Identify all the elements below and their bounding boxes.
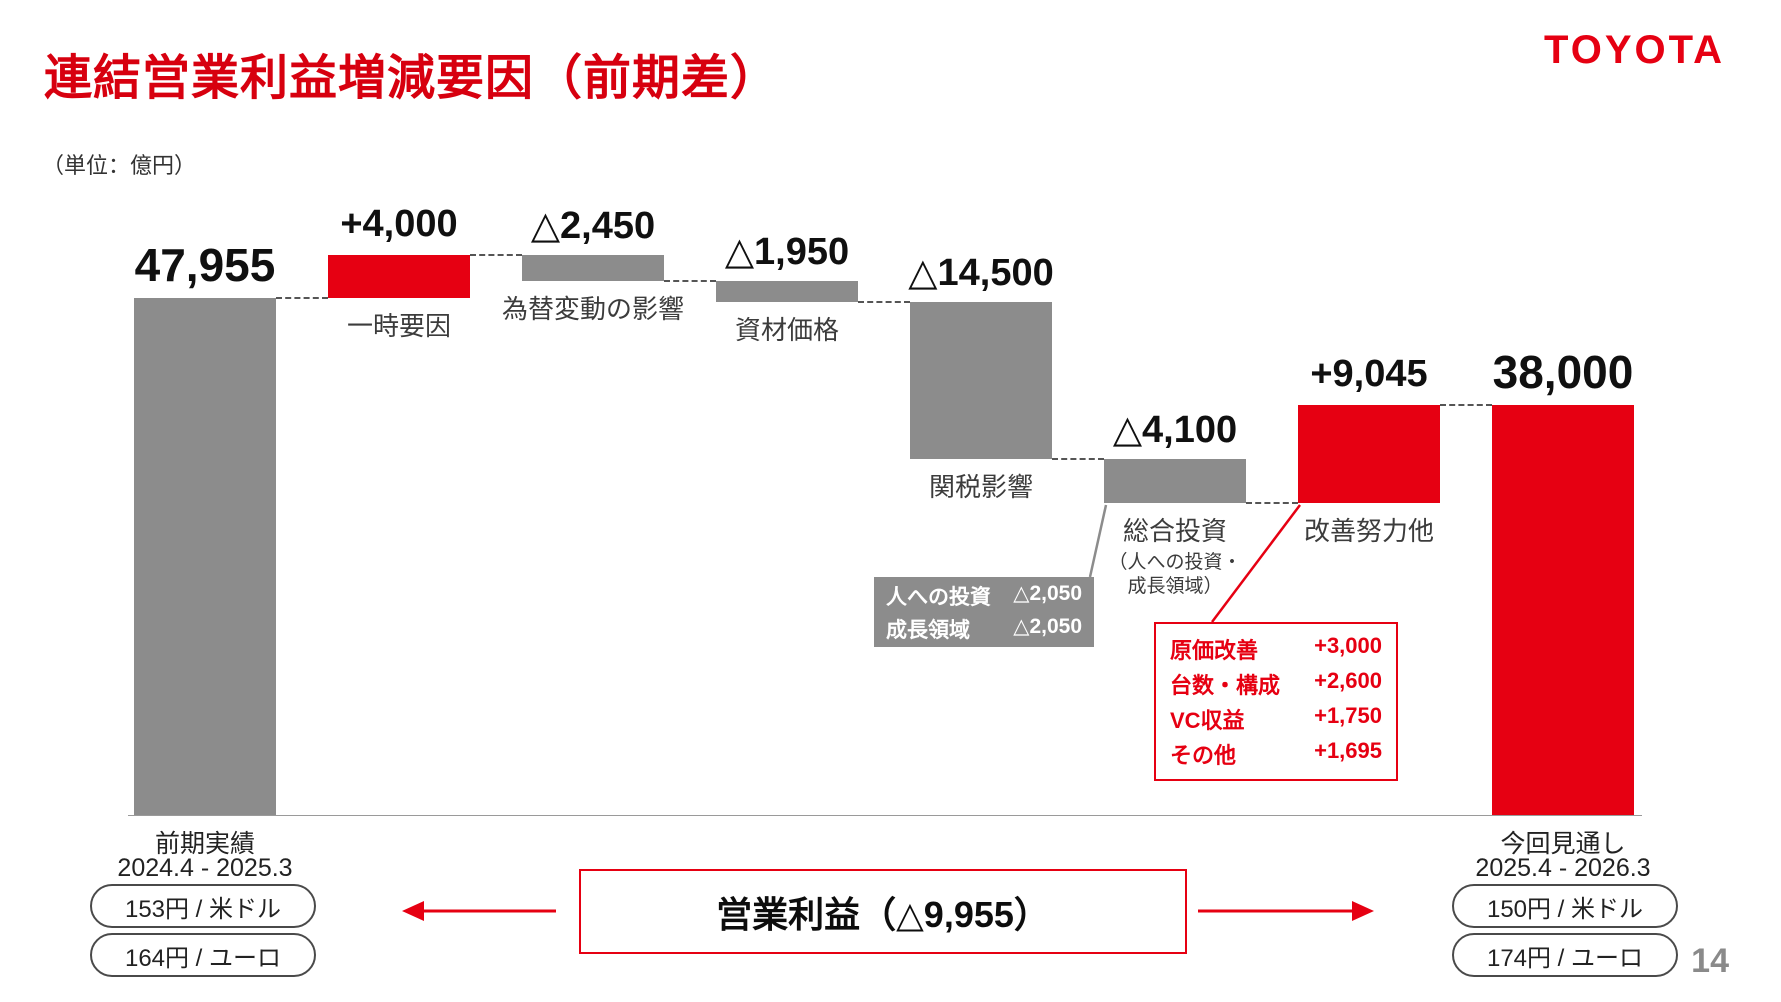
page-title: 連結営業利益増減要因（前期差） <box>44 52 780 105</box>
bar-caption: 為替変動の影響 <box>501 294 684 325</box>
breakdown-value: +2,600 <box>1314 668 1382 693</box>
improvement-breakdown-row: VC収益 +1,750 <box>1170 703 1382 735</box>
operating-income-change-label: 営業利益（△9,955） <box>716 893 1050 935</box>
unit-label: （単位：億円） <box>42 153 197 178</box>
connector-line <box>1440 404 1492 407</box>
fx-rate-usd-previous: 153円 / 米ドル <box>90 884 316 928</box>
waterfall-bar-2 <box>328 254 470 298</box>
toyota-logo: TOYOTA <box>1544 28 1725 72</box>
improvement-breakdown-row: その他 +1,695 <box>1170 738 1382 770</box>
bar-value-label: △4,100 <box>1112 408 1238 451</box>
bar-footer-label: 今回見通し <box>1500 830 1626 858</box>
breakdown-value: △2,050 <box>1013 614 1082 638</box>
page-number: 14 <box>1691 942 1729 980</box>
bar-footer-label: 2025.4 - 2026.3 <box>1475 854 1651 882</box>
bar-value-label: +9,045 <box>1310 353 1428 396</box>
waterfall-bar-4 <box>716 281 858 303</box>
improvement-breakdown-callout: 原価改善 +3,000 台数・構成 +2,600 VC収益 +1,750 その他… <box>1154 622 1398 781</box>
breakdown-label: VC収益 <box>1170 708 1245 733</box>
investment-breakdown-row: 人への投資 △2,050 <box>886 581 1082 611</box>
bar-value-label: △1,950 <box>724 231 850 274</box>
breakdown-value: +3,000 <box>1314 633 1382 658</box>
waterfall-bar-8 <box>1492 405 1634 815</box>
waterfall-bar-3 <box>522 254 664 282</box>
waterfall-bar-1 <box>134 298 276 815</box>
bar-caption: 改善努力他 <box>1303 515 1434 546</box>
bar-value-label: +4,000 <box>340 202 458 245</box>
connector-line <box>276 297 328 299</box>
connector-line <box>470 253 522 256</box>
bar-value-label: 47,955 <box>134 239 276 291</box>
bar-caption-note: （人への投資・ <box>1108 551 1242 573</box>
bar-caption: 関税影響 <box>928 471 1033 502</box>
investment-breakdown-callout: 人への投資 △2,050 成長領域 △2,050 <box>874 577 1094 647</box>
improvement-breakdown-row: 原価改善 +3,000 <box>1170 633 1382 665</box>
connector-line <box>1052 457 1104 460</box>
fx-rate-eur-forecast: 174円 / ユーロ <box>1452 933 1678 977</box>
breakdown-label: 原価改善 <box>1170 638 1259 663</box>
fx-rate-eur-previous: 164円 / ユーロ <box>90 933 316 977</box>
bar-value-label: 38,000 <box>1492 346 1634 399</box>
fx-rate-usd-forecast: 150円 / 米ドル <box>1452 884 1678 928</box>
connector-line <box>858 301 910 304</box>
waterfall-bar-6 <box>1104 458 1246 503</box>
breakdown-value: +1,750 <box>1314 703 1382 728</box>
bar-footer-label: 前期実績 <box>154 830 255 858</box>
baseline-axis <box>128 815 1642 816</box>
breakdown-value: △2,050 <box>1013 581 1082 605</box>
improvement-breakdown-row: 台数・構成 +2,600 <box>1170 668 1382 700</box>
connector-line <box>664 280 716 283</box>
bar-caption: 一時要因 <box>346 311 451 341</box>
breakdown-label: その他 <box>1170 743 1237 768</box>
breakdown-label: 台数・構成 <box>1170 673 1281 698</box>
breakdown-value: +1,695 <box>1314 738 1382 763</box>
connector-line <box>1246 501 1298 504</box>
breakdown-label: 成長領域 <box>886 618 970 642</box>
bar-caption-note: 成長領域） <box>1127 575 1223 597</box>
waterfall-bar-5 <box>910 302 1052 459</box>
operating-income-change-box: 営業利益（△9,955） <box>579 869 1187 954</box>
fx-rates-previous: 153円 / 米ドル 164円 / ユーロ <box>90 884 316 977</box>
breakdown-label: 人への投資 <box>886 585 991 609</box>
fx-rates-forecast: 150円 / 米ドル 174円 / ユーロ <box>1452 884 1678 977</box>
waterfall-bar-7 <box>1298 405 1440 503</box>
bar-caption: 資材価格 <box>734 315 839 346</box>
investment-breakdown-row: 成長領域 △2,050 <box>886 614 1082 644</box>
bar-value-label: △14,500 <box>908 252 1054 295</box>
bar-caption: 総合投資 <box>1122 515 1227 546</box>
bar-footer-label: 2024.4 - 2025.3 <box>117 854 293 882</box>
bar-value-label: △2,450 <box>530 204 656 247</box>
